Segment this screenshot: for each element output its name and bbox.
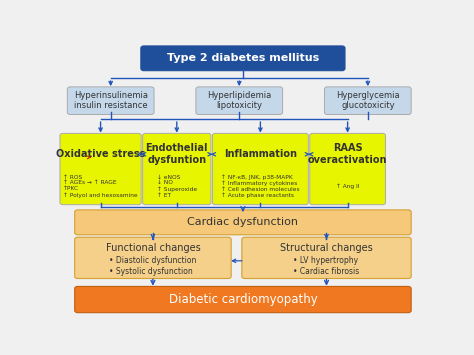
Text: ↓ eNOS
↓ NO
↑ Superoxide
↑ ET: ↓ eNOS ↓ NO ↑ Superoxide ↑ ET (157, 175, 197, 197)
Text: Structural changes: Structural changes (280, 243, 373, 253)
Text: Cardiac dysfunction: Cardiac dysfunction (187, 217, 299, 227)
FancyBboxPatch shape (196, 87, 283, 115)
Text: RAAS
overactivation: RAAS overactivation (308, 143, 387, 165)
Text: Hyperinsulinemia
insulin resistance: Hyperinsulinemia insulin resistance (73, 91, 148, 110)
FancyBboxPatch shape (60, 133, 141, 205)
FancyBboxPatch shape (141, 46, 345, 71)
Text: • LV hypertrophy
• Cardiac fibrosis: • LV hypertrophy • Cardiac fibrosis (293, 256, 360, 275)
Text: Hyperlipidemia
lipotoxicity: Hyperlipidemia lipotoxicity (207, 91, 272, 110)
Text: Hyperglycemia
glucotoxicity: Hyperglycemia glucotoxicity (336, 91, 400, 110)
Text: ↑ Ang II: ↑ Ang II (336, 184, 359, 189)
FancyBboxPatch shape (310, 133, 385, 205)
Text: Endothelial
dysfuntion: Endothelial dysfuntion (146, 143, 208, 165)
Text: Diabetic cardiomyopathy: Diabetic cardiomyopathy (169, 293, 317, 306)
FancyBboxPatch shape (75, 237, 231, 279)
Text: Inflammation: Inflammation (224, 149, 297, 159)
FancyBboxPatch shape (67, 87, 154, 115)
Text: Functional changes: Functional changes (106, 243, 201, 253)
Text: • Diastolic dysfunction
• Systolic dysfunction: • Diastolic dysfunction • Systolic dysfu… (109, 256, 197, 275)
FancyBboxPatch shape (143, 133, 211, 205)
Text: ↑ ROS
↑ AGEs → ↑ RAGE
↑PKC
↑ Polyol and hexosamine: ↑ ROS ↑ AGEs → ↑ RAGE ↑PKC ↑ Polyol and … (63, 175, 138, 197)
FancyBboxPatch shape (75, 286, 411, 313)
FancyBboxPatch shape (75, 210, 411, 235)
FancyBboxPatch shape (212, 133, 308, 205)
FancyBboxPatch shape (242, 237, 411, 279)
Text: Oxidative stress: Oxidative stress (56, 149, 145, 159)
Text: Type 2 diabetes mellitus: Type 2 diabetes mellitus (167, 53, 319, 63)
FancyBboxPatch shape (325, 87, 411, 115)
Text: ↑ NF-κB, JNK, p38-MAPK
↑ Inflammatory cytokines
↑ Cell adhesion molecules
↑ Acut: ↑ NF-κB, JNK, p38-MAPK ↑ Inflammatory cy… (221, 174, 300, 198)
